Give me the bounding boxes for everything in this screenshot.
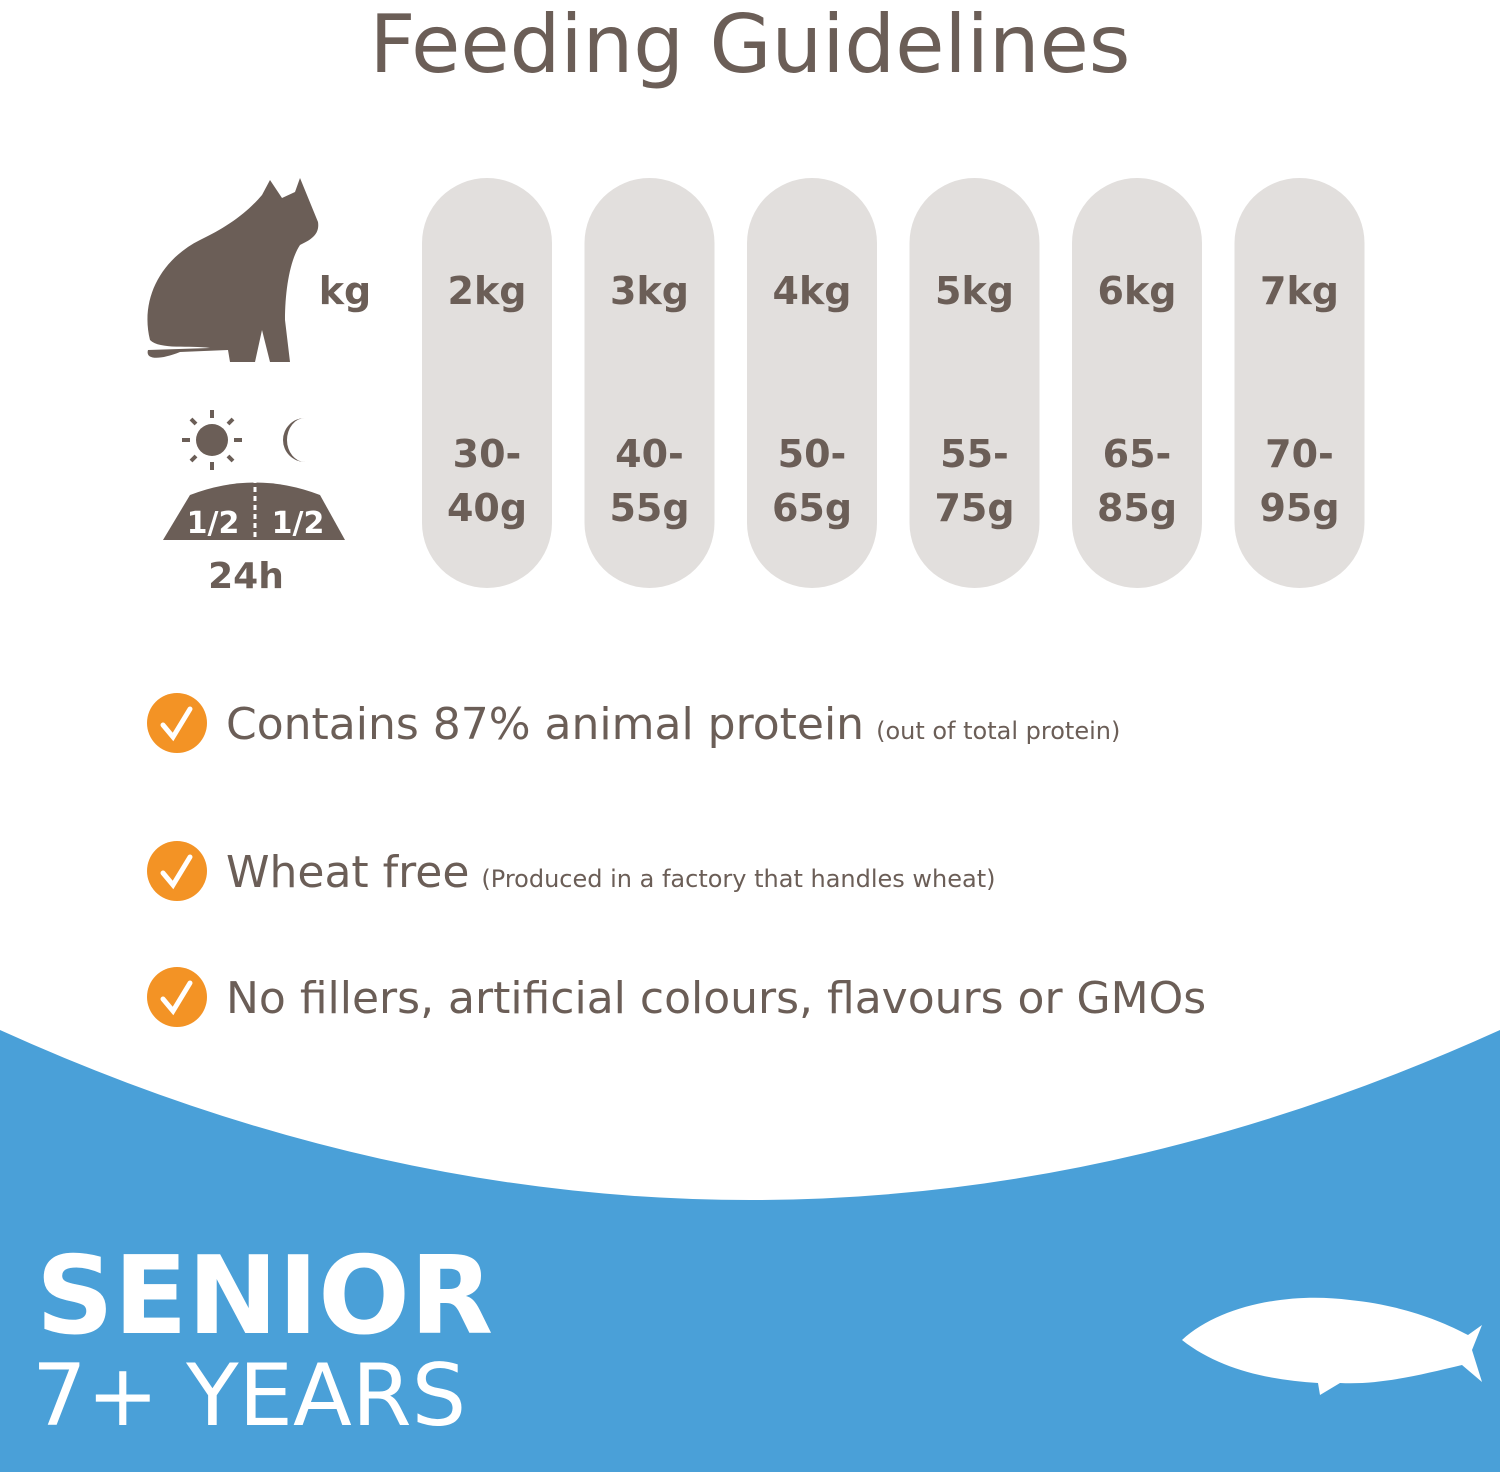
weight: 2kg: [448, 269, 527, 313]
check-circle: [147, 841, 207, 901]
column-pill: [1072, 178, 1202, 588]
portion-label: 1/2: [272, 506, 325, 541]
cat-icon: [147, 178, 319, 362]
benefit-main: No fillers, artificial colours, flavours…: [226, 973, 1206, 1024]
benefit-note: (out of total protein): [876, 717, 1120, 745]
amount: 85g: [1097, 486, 1177, 530]
period-label: 24h: [208, 556, 284, 597]
amount: 70-: [1265, 432, 1334, 476]
amount: 75g: [934, 486, 1014, 530]
amount: 95g: [1259, 486, 1339, 530]
benefit-text: Contains 87% animal protein (out of total…: [226, 699, 1120, 750]
amount: 30-: [453, 432, 522, 476]
weight: 7kg: [1260, 269, 1339, 313]
benefit-text: No fillers, artificial colours, flavours…: [226, 973, 1206, 1024]
check-circle: [147, 693, 207, 753]
benefit-main: Wheat free: [226, 847, 469, 898]
feeding-columns: 2kg 30- 40g 3kg 40- 55g 4kg 50- 65g 5kg 55- 75g 6kg 6…: [422, 178, 1365, 588]
amount: 55-: [940, 432, 1009, 476]
amount: 40-: [615, 432, 684, 476]
amount: 65-: [1103, 432, 1172, 476]
column-pill: [909, 178, 1040, 588]
bowl-icon: [163, 482, 345, 540]
check-mark: [160, 706, 193, 742]
weight: 4kg: [773, 269, 852, 313]
amount: 55g: [609, 486, 689, 530]
benefits: Contains 87% animal protein (out of total…: [147, 693, 1206, 1027]
check-mark: [160, 980, 193, 1016]
column-pill: [1234, 178, 1365, 588]
weight: 6kg: [1098, 269, 1177, 313]
amount: 50-: [778, 432, 847, 476]
footer-subtitle: 7+ YEARS: [32, 1346, 466, 1446]
column-pill: [747, 178, 877, 588]
column-pill: [584, 178, 715, 588]
benefit-text: Wheat free (Produced in a factory that ha…: [226, 847, 996, 898]
benefit-main: Contains 87% animal protein: [226, 699, 864, 750]
weight: 5kg: [935, 269, 1014, 313]
title: Feeding Guidelines: [370, 0, 1131, 91]
benefit-note: (Produced in a factory that handles whea…: [481, 865, 995, 893]
footer-wave: [0, 1030, 1500, 1472]
amount: 65g: [772, 486, 852, 530]
fish-icon: [1182, 1297, 1482, 1395]
footer-title: SENIOR: [36, 1234, 493, 1359]
check-circle: [147, 967, 207, 1027]
portion-label: 1/2: [187, 506, 240, 541]
check-mark: [160, 854, 193, 890]
column-pill: [422, 178, 552, 588]
weight: 3kg: [610, 269, 689, 313]
weight-label: kg: [319, 269, 371, 313]
sun-moon-icon: [182, 410, 305, 470]
amount: 40g: [447, 486, 527, 530]
